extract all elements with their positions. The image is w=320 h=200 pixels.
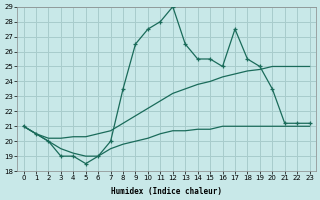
X-axis label: Humidex (Indice chaleur): Humidex (Indice chaleur) [111,187,222,196]
